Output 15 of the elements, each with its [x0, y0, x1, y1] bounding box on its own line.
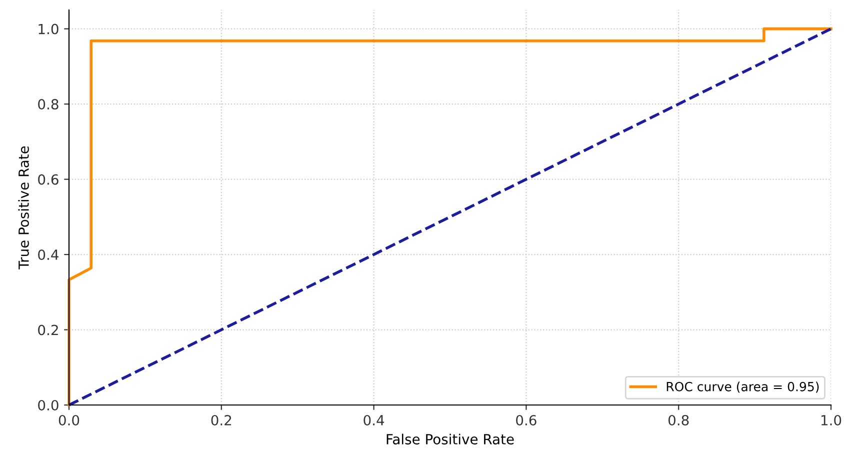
x-tick-label: 0.0 — [58, 414, 80, 426]
y-tick-label: 0.8 — [38, 99, 58, 110]
y-tick-label: 1.0 — [38, 24, 58, 34]
x-tick-label: 0.6 — [516, 414, 536, 426]
y-axis-title: True Positive Rate — [18, 146, 29, 270]
y-tick-label: 0.6 — [38, 174, 58, 185]
y-tick-label: 0.0 — [38, 400, 58, 410]
y-tick-label: 0.2 — [38, 324, 58, 336]
x-tick-label: 1.0 — [821, 414, 842, 426]
legend-label: ROC curve (area = 0.95) — [666, 382, 819, 393]
x-tick-label: 0.8 — [668, 414, 689, 426]
x-tick-label: 0.2 — [211, 414, 232, 426]
x-axis-title: False Positive Rate — [386, 434, 514, 444]
x-tick-label: 0.4 — [364, 414, 384, 426]
y-tick-label: 0.4 — [38, 249, 58, 260]
